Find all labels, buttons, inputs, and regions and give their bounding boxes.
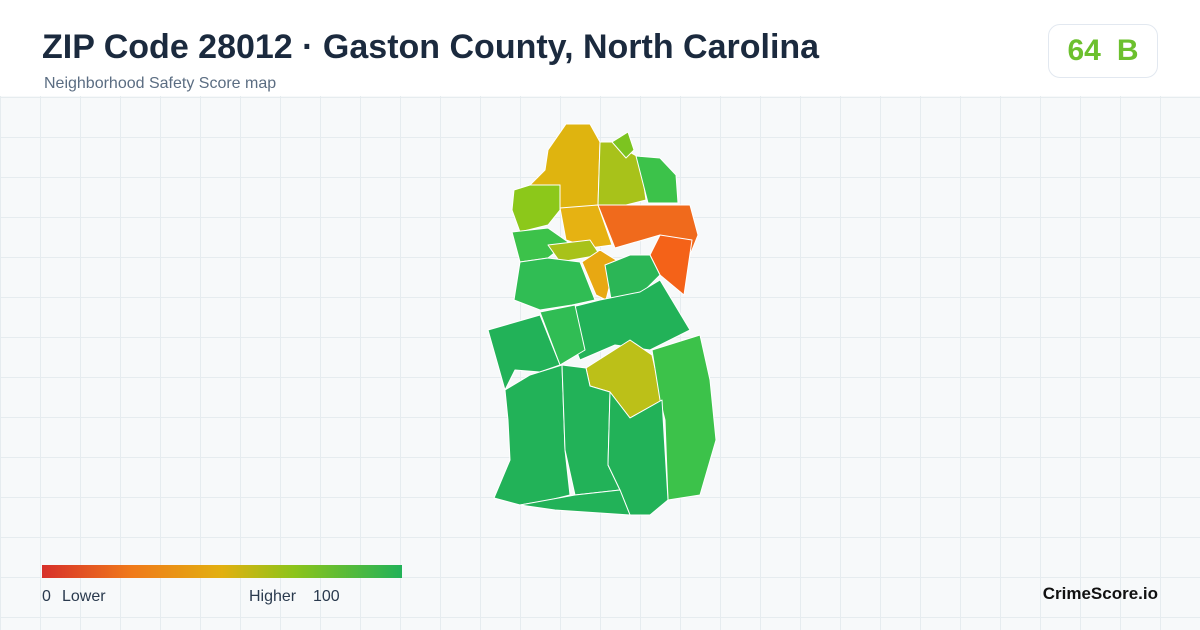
area [611, 131, 635, 159]
area [649, 234, 693, 296]
area [635, 155, 679, 204]
legend-max: 100 [313, 588, 340, 605]
header-bar [0, 0, 1200, 96]
legend-min-label: Lower [62, 588, 106, 605]
subtitle: Neighborhood Safety Score map [44, 75, 277, 92]
area [511, 184, 561, 233]
legend-min: 0 [42, 588, 51, 605]
area [519, 489, 631, 516]
score-grade: B [1116, 34, 1139, 67]
legend-max-label: Higher [249, 588, 297, 605]
legend-gradient [42, 565, 402, 578]
title: ZIP Code 28012 · Gaston County, North Ca… [42, 28, 820, 66]
area [559, 279, 691, 361]
area [513, 257, 596, 311]
brand: CrimeScore.io [1042, 584, 1158, 603]
area [559, 204, 613, 249]
score-badge: 64 B [1048, 24, 1158, 78]
score-value: 64 [1067, 34, 1101, 67]
area [607, 391, 669, 516]
